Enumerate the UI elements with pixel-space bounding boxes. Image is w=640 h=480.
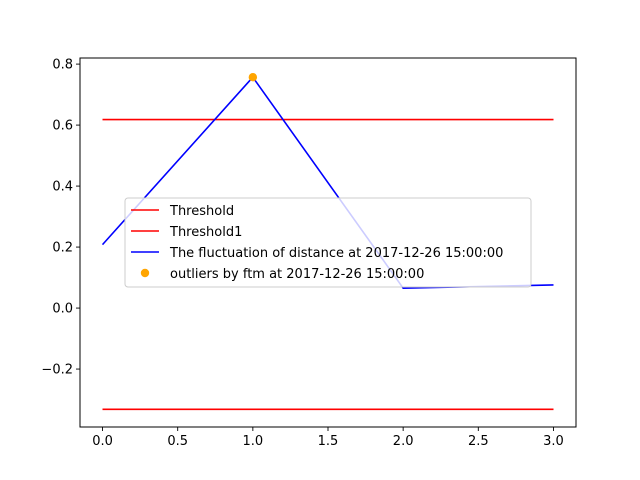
legend-entry-label: outliers by ftm at 2017-12-26 15:00:00: [170, 267, 424, 282]
x-axis: 0.0 0.5 1.0 1.5 2.0 2.5 3.0: [92, 427, 564, 449]
legend-marker-swatch: [140, 268, 150, 278]
x-tick-label: 2.0: [393, 434, 414, 449]
x-tick-label: 3.0: [543, 434, 564, 449]
y-tick-label: 0.0: [52, 302, 73, 317]
legend: Threshold Threshold1 The fluctuation of di…: [124, 197, 532, 288]
x-tick-label: 1.5: [318, 434, 339, 449]
scatter-point-3-0: [248, 73, 258, 82]
y-tick-label: 0.2: [52, 241, 73, 256]
x-tick-label: 0.5: [167, 434, 188, 449]
legend-box: [124, 197, 532, 288]
y-axis: −0.2 0.0 0.2 0.4 0.6 0.8: [41, 58, 80, 378]
x-tick-label: 1.0: [243, 434, 264, 449]
plot-frame: [79, 57, 577, 428]
y-tick-label: −0.2: [41, 363, 73, 378]
y-tick-label: 0.6: [52, 119, 73, 134]
legend-entry-label: The fluctuation of distance at 2017-12-2…: [169, 246, 503, 261]
legend-entry-label: Threshold: [169, 204, 234, 219]
x-tick-label: 0.0: [92, 434, 113, 449]
y-tick-label: 0.8: [52, 58, 73, 73]
legend-entry-label: Threshold1: [169, 225, 242, 240]
x-tick-label: 2.5: [468, 434, 489, 449]
y-tick-label: 0.4: [52, 180, 73, 195]
